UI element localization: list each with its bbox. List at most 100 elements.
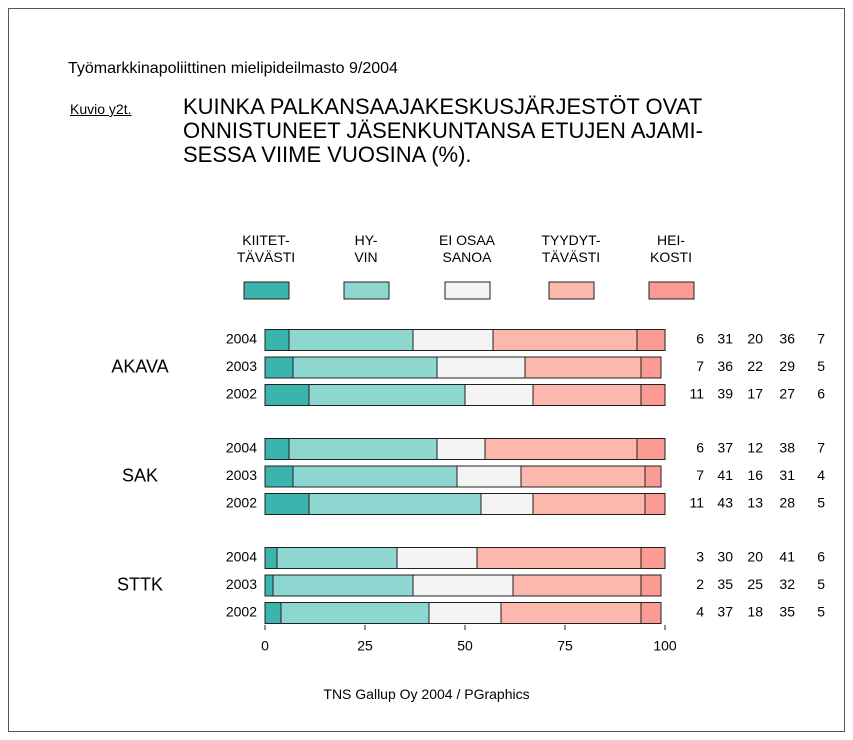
value-label: 41 xyxy=(779,549,795,565)
value-label: 6 xyxy=(817,549,825,565)
bar-segment xyxy=(644,465,662,488)
value-label: 11 xyxy=(689,386,704,402)
value-label: 5 xyxy=(817,358,825,374)
bar-segment xyxy=(484,438,638,460)
bar-segment xyxy=(288,438,438,460)
bar-segment xyxy=(476,547,642,569)
bar-segment xyxy=(308,493,482,515)
value-label: 25 xyxy=(747,576,763,592)
value-label: 7 xyxy=(817,331,825,347)
bar-segment xyxy=(264,329,290,351)
value-label: 4 xyxy=(817,467,825,483)
group-label: SAK xyxy=(122,465,158,485)
frame xyxy=(8,8,845,732)
value-label: 16 xyxy=(747,467,763,483)
value-label: 27 xyxy=(779,386,795,402)
value-label: 20 xyxy=(747,549,763,565)
value-label: 36 xyxy=(779,331,795,347)
bar-segment xyxy=(480,493,534,515)
value-label: 6 xyxy=(696,331,704,347)
bar-segment xyxy=(520,465,646,488)
value-label: 22 xyxy=(747,358,763,374)
value-label: 5 xyxy=(817,604,825,620)
value-label: 6 xyxy=(696,440,704,456)
value-label: 7 xyxy=(817,440,825,456)
x-tick-label: 75 xyxy=(557,638,573,654)
value-label: 5 xyxy=(817,495,825,511)
y-tick-label: 2003 xyxy=(226,576,257,592)
value-label: 4 xyxy=(696,604,704,620)
bar-segment xyxy=(264,384,310,406)
value-label: 6 xyxy=(817,386,825,402)
value-label: 35 xyxy=(717,576,733,592)
value-label: 37 xyxy=(717,604,733,620)
y-tick-label: 2003 xyxy=(226,467,257,483)
bar-segment xyxy=(492,329,638,351)
y-tick-label: 2002 xyxy=(226,495,257,511)
value-label: 35 xyxy=(779,604,795,620)
bar-segment xyxy=(640,356,662,379)
value-label: 17 xyxy=(747,386,763,402)
y-tick-label: 2002 xyxy=(226,604,257,620)
legend-swatch xyxy=(343,281,390,300)
group-label: AKAVA xyxy=(111,356,168,376)
x-tick-label: 25 xyxy=(357,638,373,654)
legend-swatch xyxy=(548,281,595,300)
bar-segment xyxy=(264,465,294,488)
bar-segment xyxy=(308,384,466,406)
chart-title: KUINKA PALKANSAAJAKESKUSJÄRJESTÖT OVAT O… xyxy=(183,94,703,167)
bar-segment xyxy=(412,329,494,351)
value-label: 31 xyxy=(779,467,795,483)
value-label: 30 xyxy=(717,549,733,565)
value-label: 29 xyxy=(779,358,795,374)
value-label: 13 xyxy=(747,495,763,511)
value-label: 20 xyxy=(747,331,763,347)
value-label: 41 xyxy=(717,467,733,483)
bar-segment xyxy=(288,329,414,351)
bar-segment xyxy=(264,493,310,515)
x-tick-label: 50 xyxy=(457,638,473,654)
bar-segment xyxy=(264,356,294,379)
bar-segment xyxy=(396,547,478,569)
bar-segment xyxy=(532,493,646,515)
bar-segment xyxy=(436,356,526,379)
bar-segment xyxy=(524,356,642,379)
bar-segment xyxy=(264,547,278,569)
bar-segment xyxy=(464,384,534,406)
bar-segment xyxy=(456,465,522,488)
bar-segment xyxy=(644,493,666,515)
bar-segment xyxy=(640,547,666,569)
y-tick-label: 2003 xyxy=(226,358,257,374)
figure-label: Kuvio y2t. xyxy=(70,101,132,117)
bar-segment xyxy=(512,574,642,597)
value-label: 12 xyxy=(747,440,763,456)
group-label: STTK xyxy=(117,574,163,594)
legend-label: TYYDYT- TÄVÄSTI xyxy=(541,232,601,265)
value-label: 39 xyxy=(717,386,733,402)
bar-segment xyxy=(280,602,430,624)
bar-segment xyxy=(264,574,274,597)
x-tick-label: 100 xyxy=(653,638,677,654)
bar-segment xyxy=(264,438,290,460)
value-label: 3 xyxy=(696,549,704,565)
y-tick-label: 2004 xyxy=(226,549,257,565)
legend-swatch xyxy=(444,281,491,300)
y-tick-label: 2002 xyxy=(226,386,257,402)
value-label: 7 xyxy=(696,467,704,483)
legend-label: EI OSAA SANOA xyxy=(438,232,496,265)
bar-segment xyxy=(532,384,642,406)
bar-segment xyxy=(412,574,514,597)
value-label: 32 xyxy=(779,576,795,592)
x-tick-label: 0 xyxy=(261,638,269,654)
value-label: 36 xyxy=(717,358,733,374)
bar-segment xyxy=(640,574,662,597)
bar-segment xyxy=(636,438,666,460)
value-label: 28 xyxy=(779,495,795,511)
source: TNS Gallup Oy 2004 / PGraphics xyxy=(323,686,530,702)
value-label: 37 xyxy=(717,440,733,456)
value-label: 18 xyxy=(747,604,763,620)
value-label: 11 xyxy=(689,495,704,511)
bar-segment xyxy=(436,438,486,460)
bar-segment xyxy=(292,465,458,488)
